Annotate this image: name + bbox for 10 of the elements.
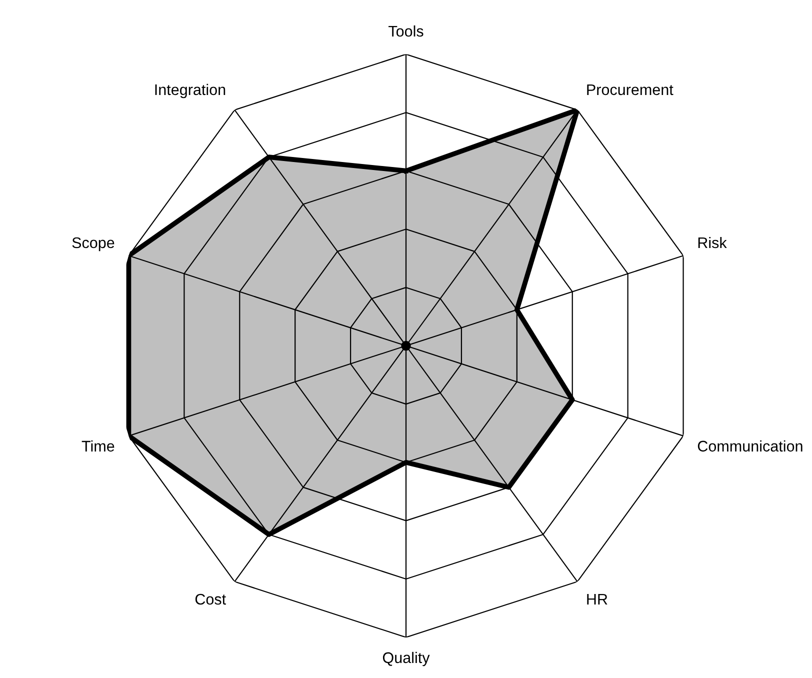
spoke-label: Time: [82, 440, 114, 452]
spoke-label: Scope: [72, 237, 114, 252]
spoke-label: Quality: [382, 652, 430, 666]
spoke-label: Risk: [698, 236, 727, 248]
spoke-label: HR: [587, 594, 608, 605]
spoke-label: Cost: [195, 594, 226, 605]
spoke-label: Tools: [388, 25, 424, 37]
spoke-label: Communication: [698, 440, 802, 452]
spoke-label: Integration: [155, 84, 226, 98]
spoke-label: Procurement: [587, 84, 674, 96]
